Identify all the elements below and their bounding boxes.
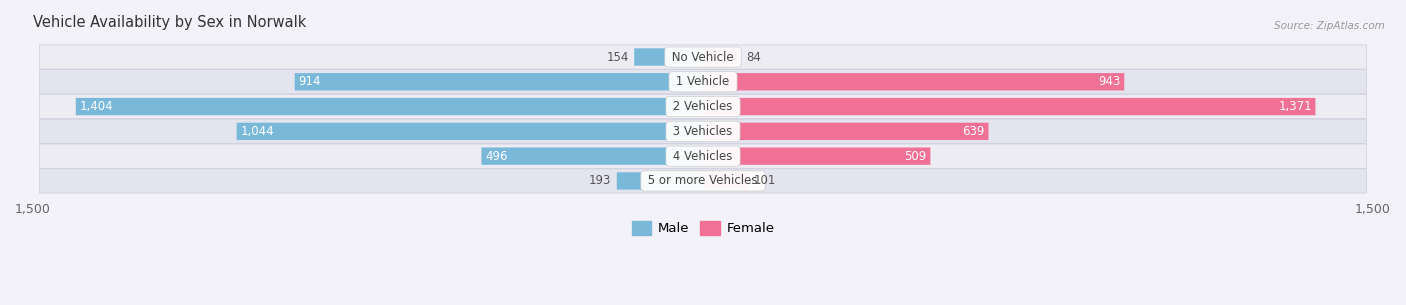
Text: Vehicle Availability by Sex in Norwalk: Vehicle Availability by Sex in Norwalk xyxy=(32,15,307,30)
Text: 193: 193 xyxy=(589,174,612,188)
Legend: Male, Female: Male, Female xyxy=(626,215,780,240)
FancyBboxPatch shape xyxy=(703,172,748,190)
Text: 3 Vehicles: 3 Vehicles xyxy=(669,125,737,138)
FancyBboxPatch shape xyxy=(703,73,1125,91)
FancyBboxPatch shape xyxy=(39,144,1367,168)
FancyBboxPatch shape xyxy=(236,123,703,140)
FancyBboxPatch shape xyxy=(39,169,1367,193)
Text: 4 Vehicles: 4 Vehicles xyxy=(669,150,737,163)
FancyBboxPatch shape xyxy=(703,98,1316,115)
FancyBboxPatch shape xyxy=(703,148,931,165)
Text: 5 or more Vehicles: 5 or more Vehicles xyxy=(644,174,762,188)
FancyBboxPatch shape xyxy=(634,48,703,66)
FancyBboxPatch shape xyxy=(76,98,703,115)
Text: 1,371: 1,371 xyxy=(1278,100,1312,113)
Text: 496: 496 xyxy=(485,150,508,163)
Text: 1 Vehicle: 1 Vehicle xyxy=(672,75,734,88)
Text: 2 Vehicles: 2 Vehicles xyxy=(669,100,737,113)
Text: 1,044: 1,044 xyxy=(240,125,274,138)
Text: 639: 639 xyxy=(963,125,984,138)
FancyBboxPatch shape xyxy=(295,73,703,91)
FancyBboxPatch shape xyxy=(703,48,741,66)
FancyBboxPatch shape xyxy=(39,45,1367,69)
FancyBboxPatch shape xyxy=(617,172,703,190)
FancyBboxPatch shape xyxy=(39,70,1367,94)
Text: 914: 914 xyxy=(298,75,321,88)
Text: 943: 943 xyxy=(1098,75,1121,88)
FancyBboxPatch shape xyxy=(481,148,703,165)
Text: 1,404: 1,404 xyxy=(79,100,112,113)
Text: Source: ZipAtlas.com: Source: ZipAtlas.com xyxy=(1274,21,1385,31)
Text: 154: 154 xyxy=(606,51,628,63)
Text: 101: 101 xyxy=(754,174,776,188)
Text: 509: 509 xyxy=(904,150,927,163)
FancyBboxPatch shape xyxy=(39,95,1367,119)
Text: No Vehicle: No Vehicle xyxy=(668,51,738,63)
Text: 84: 84 xyxy=(747,51,761,63)
FancyBboxPatch shape xyxy=(39,119,1367,144)
FancyBboxPatch shape xyxy=(703,123,988,140)
